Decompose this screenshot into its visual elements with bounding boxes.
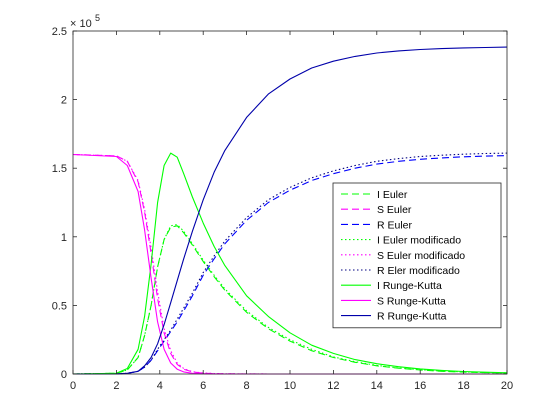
x-tick-label: 6 <box>200 380 206 392</box>
legend-label-8: R Runge-Kutta <box>377 311 447 323</box>
x-tick-label: 20 <box>501 380 513 392</box>
legend: I Euler S Euler R Euler I Euler modificado S… <box>332 182 502 329</box>
x-tick-label: 2 <box>113 380 119 392</box>
legend-label-3: I Euler modificado <box>377 235 461 247</box>
exponent-base: × 10 <box>70 18 92 30</box>
legend-label-7: S Runge-Kutta <box>377 295 446 307</box>
series-line-3 <box>72 223 508 375</box>
legend-label-6: I Runge-Kutta <box>377 280 442 292</box>
exponent-superscript: 5 <box>95 13 100 23</box>
x-tick-label: 16 <box>414 380 426 392</box>
series-line-2 <box>72 155 508 375</box>
legend-box <box>332 182 502 329</box>
x-tick-label: 0 <box>70 380 76 392</box>
legend-label-5: R Eler modificado <box>377 265 460 277</box>
y-tick-label: 1 <box>61 232 67 244</box>
x-tick-label: 14 <box>371 380 383 392</box>
series-line-8 <box>72 46 508 375</box>
series-line-6 <box>72 152 508 375</box>
x-tick-label: 12 <box>327 380 339 392</box>
x-tick-label: 4 <box>157 380 163 392</box>
x-tick-label: 10 <box>284 380 296 392</box>
y-tick-label: 0 <box>61 369 67 381</box>
axes-layer: 0 2 4 6 8 10 12 14 16 18 20 0 0.5 1 1.5 2 2.5 <box>52 26 513 392</box>
y-tick-label: 2.5 <box>52 26 67 38</box>
y-tick-label: 1.5 <box>52 163 67 175</box>
legend-label-4: S Euler modificado <box>377 250 465 262</box>
x-tick-label: 8 <box>244 380 250 392</box>
x-tick-label: 18 <box>457 380 469 392</box>
y-tick-label: 2 <box>61 95 67 107</box>
legend-label-0: I Euler <box>377 189 408 201</box>
legend-label-1: S Euler <box>377 204 412 216</box>
y-tick-label: 0.5 <box>52 300 67 312</box>
legend-label-2: R Euler <box>377 219 413 231</box>
